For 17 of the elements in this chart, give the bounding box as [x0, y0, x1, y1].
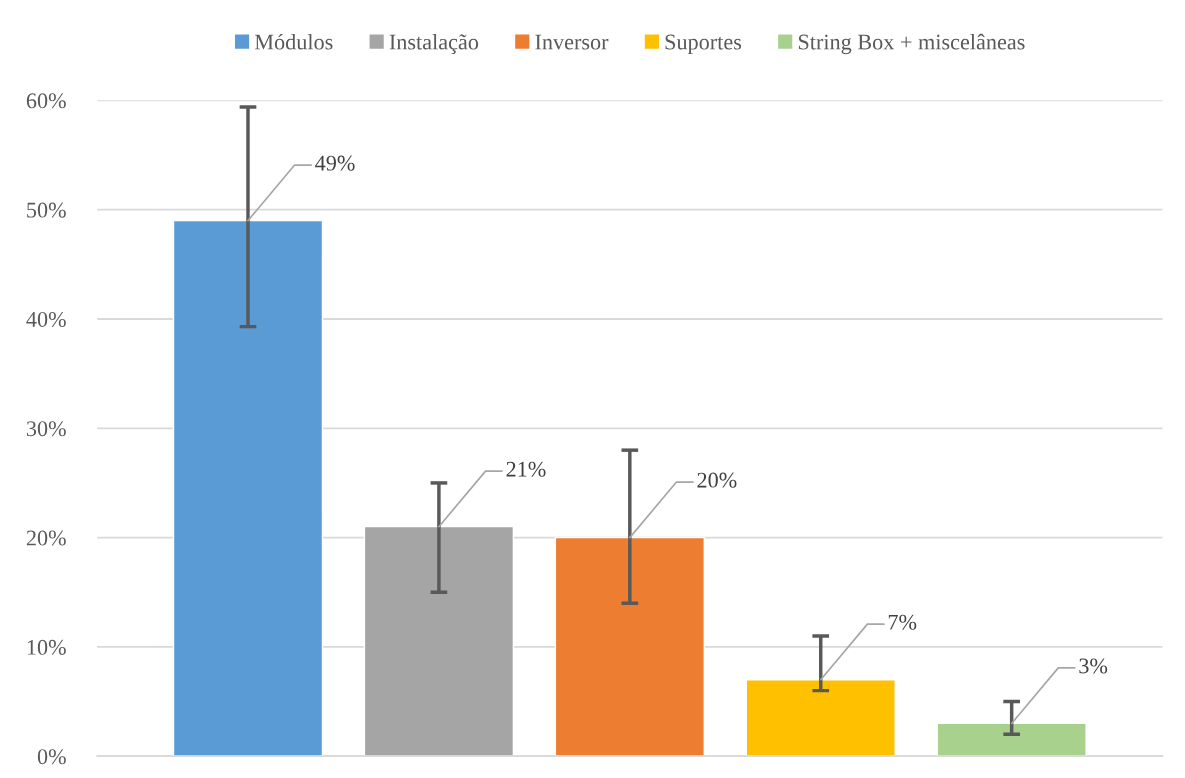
data-label: 7%	[888, 614, 917, 630]
data-label: 21%	[506, 461, 546, 477]
legend-label: String Box + miscelâneas	[798, 33, 1025, 55]
data-label: 3%	[1079, 658, 1108, 674]
data-label: 49%	[315, 155, 355, 171]
legend-label: Módulos	[254, 33, 333, 50]
y-tick-label: 60%	[26, 93, 66, 109]
y-tick-label: 0%	[37, 749, 66, 765]
legend-label: Instalação	[389, 33, 479, 55]
y-tick-label: 40%	[26, 311, 66, 327]
legend-label: Inversor	[535, 34, 609, 50]
legend-label: Suportes	[665, 34, 742, 55]
y-tick-label: 10%	[27, 639, 66, 655]
y-tick-label: 30%	[26, 421, 66, 437]
y-tick-label: 50%	[27, 202, 66, 218]
data-label: 20%	[697, 472, 737, 488]
y-tick-label: 20%	[26, 530, 66, 546]
